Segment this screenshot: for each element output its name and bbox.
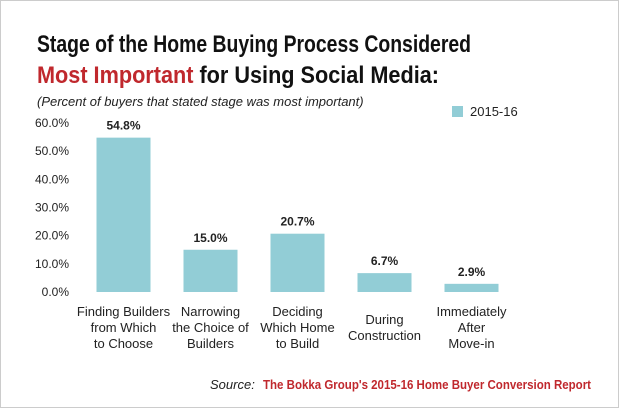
x-tick-label: Deciding Which Home to Build [260,304,334,351]
value-label: 6.7% [371,254,399,268]
y-tick-label: 30.0% [35,201,69,215]
bar [183,249,238,292]
value-label: 15.0% [193,231,227,245]
value-label: 20.7% [280,215,314,229]
y-tick-label: 60.0% [35,116,69,130]
subtitle: (Percent of buyers that stated stage was… [37,94,364,109]
bar [357,273,412,292]
x-tick-label: Immediately After Move-in [436,304,507,351]
y-tick-label: 20.0% [35,229,69,243]
y-tick-label: 0.0% [42,285,70,299]
x-tick-label: Finding Builders from Which to Choose [77,304,171,351]
bar [444,283,499,292]
y-tick-label: 40.0% [35,172,69,186]
title-rest: for Using Social Media: [199,62,439,89]
x-tick-label: Narrowing the Choice of Builders [172,304,249,351]
legend-swatch [452,106,463,117]
value-label: 2.9% [458,265,486,279]
bar [270,233,325,292]
bar [96,137,151,292]
legend-label: 2015-16 [470,104,518,119]
value-label: 54.8% [106,119,140,133]
source-text: The Bokka Group's 2015-16 Home Buyer Con… [263,377,592,392]
chart-title: Stage of the Home Buying Process Conside… [37,31,471,58]
y-tick-label: 10.0% [35,257,69,271]
title-highlight: Most Important [37,62,193,89]
chart-title-line2: Most Important for Using Social Media: [37,62,439,89]
y-tick-label: 50.0% [35,144,69,158]
x-tick-label: During Construction [348,312,421,343]
source-label: Source: [210,377,255,392]
